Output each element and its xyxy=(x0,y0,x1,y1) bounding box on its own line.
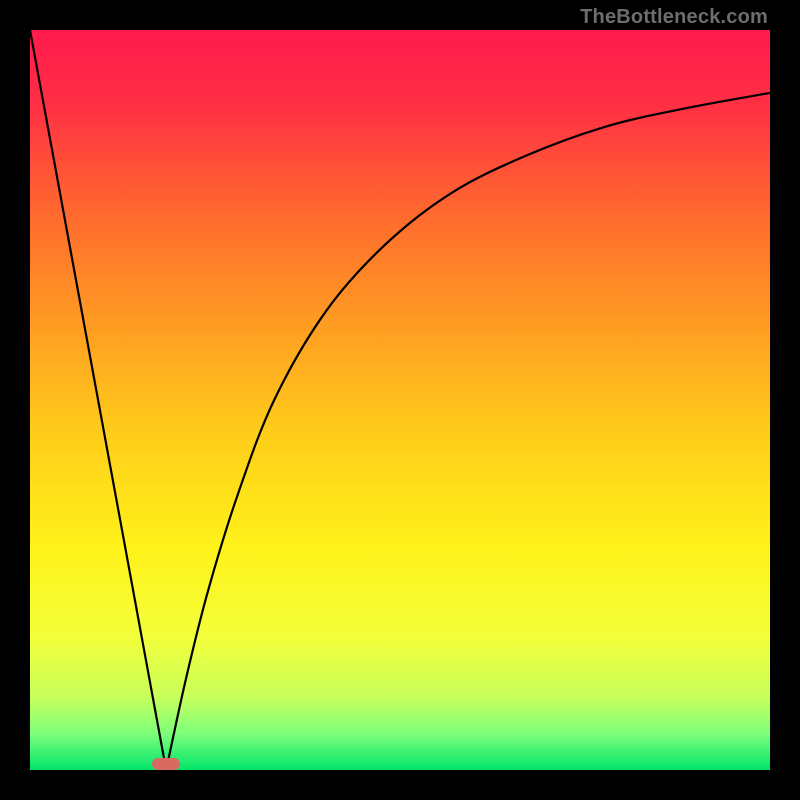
curve-left-segment xyxy=(30,30,166,770)
watermark-label: TheBottleneck.com xyxy=(580,6,768,29)
curve-right-segment xyxy=(166,93,770,770)
minimum-marker xyxy=(152,758,180,771)
curve-layer xyxy=(30,30,770,770)
plot-area xyxy=(30,30,770,770)
